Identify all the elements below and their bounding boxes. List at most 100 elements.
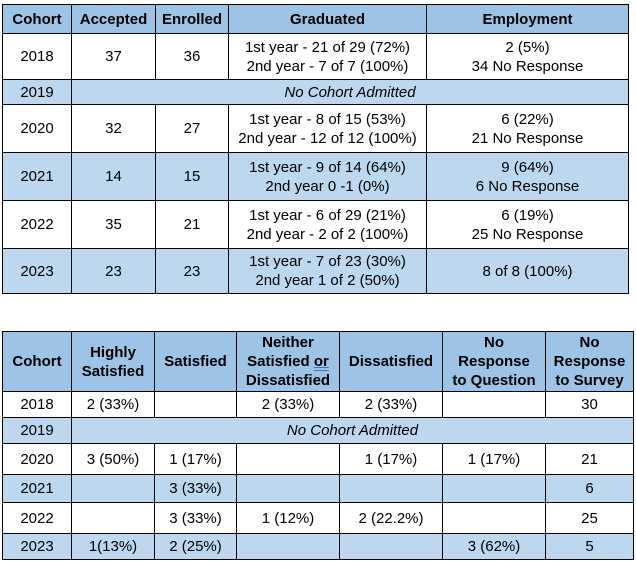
cell-neither [236,533,340,560]
grad-line-2: 2nd year 0 -1 (0%) [265,177,390,195]
col-header-no-response-survey: No Response to Survey [545,331,634,392]
cell-neither: 2 (33%) [236,391,340,418]
header-line: Response [458,353,530,370]
cell-neither [236,443,340,475]
header-line: Satisfied or [237,352,339,371]
table-row: 2019 No Cohort Admitted [2,417,634,444]
table-row: 2018 2 (33%) 2 (33%) 2 (33%) 30 [2,391,634,418]
cell-highly: 3 (50%) [71,443,155,475]
emp-line-1: 6 (22%) [501,110,554,128]
cell-highly [71,502,155,534]
col-header-cohort: Cohort [2,4,72,34]
col-header-cohort: Cohort [2,331,72,392]
cell-cohort: 2023 [2,533,72,560]
cell-graduated: 1st year - 7 of 23 (30%) 2nd year 1 of 2… [228,248,427,294]
cell-accepted: 37 [71,33,156,80]
cell-satisfied: 3 (33%) [154,474,237,503]
col-header-dissatisfied: Dissatisfied [339,331,443,392]
cell-dissatisfied [339,474,443,503]
emp-line-1: 6 (19%) [501,206,554,224]
cell-enrolled: 36 [155,33,229,80]
col-header-employment: Employment [426,4,629,34]
table-row: 2018 37 36 1st year - 21 of 29 (72%) 2nd… [2,33,629,80]
grad-line-2: 2nd year 1 of 2 (50%) [255,272,400,289]
cell-cohort: 2018 [2,391,72,418]
cell-highly: 2 (33%) [71,391,155,418]
cell-neither: 1 (12%) [236,502,340,534]
col-header-accepted: Accepted [71,4,156,34]
cell-cohort: 2019 [2,417,72,444]
cell-highly [71,474,155,503]
header-line: No [484,334,504,351]
table-row: 2020 32 27 1st year - 8 of 15 (53%) 2nd … [2,104,629,153]
cell-highly: 1(13%) [71,533,155,560]
table-row: 2022 3 (33%) 1 (12%) 2 (22.2%) 25 [2,502,634,534]
cell-nrq: 3 (62%) [442,533,546,560]
cell-dissatisfied: 2 (33%) [339,391,443,418]
col-header-neither: Neither Satisfied or Dissatisfied [236,331,340,392]
grad-line-1: 1st year - 9 of 14 (64%) [249,158,406,176]
graduation-employment-table: Cohort Accepted Enrolled Graduated Emplo… [2,4,629,294]
emp-line-1: 2 (5%) [505,38,550,56]
header-line: Highly [90,343,136,361]
cell-no-cohort-note: No Cohort Admitted [71,417,634,444]
header-line: to Survey [555,372,624,389]
cell-employment: 6 (22%) 21 No Response [426,104,629,153]
grad-line-1: 1st year - 7 of 23 (30%) [249,253,406,270]
header-row: Cohort Highly Satisfied Satisfied Neithe… [2,331,634,392]
cell-nrq [442,502,546,534]
cell-satisfied: 1 (17%) [154,443,237,475]
cell-nrs: 6 [545,474,634,503]
cell-enrolled: 15 [155,152,229,201]
cell-nrq: 1 (17%) [442,443,546,475]
cell-accepted: 32 [71,104,156,153]
col-header-highly-satisfied: Highly Satisfied [71,331,155,392]
cell-accepted: 23 [71,248,156,294]
header-line: Satisfied [81,362,145,380]
cell-employment: 9 (64%) 6 No Response [426,152,629,201]
table-row: 2019 No Cohort Admitted [2,79,629,105]
cell-graduated: 1st year - 21 of 29 (72%) 2nd year - 7 o… [228,33,427,80]
cell-cohort: 2019 [2,79,72,105]
grad-line-1: 1st year - 6 of 29 (21%) [249,206,406,224]
cell-satisfied: 3 (33%) [154,502,237,534]
cell-dissatisfied: 1 (17%) [339,443,443,475]
table-row: 2021 3 (33%) 6 [2,474,634,503]
header-line: Neither [262,334,314,351]
emp-line-2: 6 No Response [475,177,580,195]
cell-no-cohort-note: No Cohort Admitted [71,79,629,105]
grad-line-2: 2nd year - 2 of 2 (100%) [246,225,409,243]
header-line: No [579,334,600,351]
header-word: Satisfied [247,353,310,370]
emp-line-2: 25 No Response [471,225,584,243]
table-row: 2023 1(13%) 2 (25%) 3 (62%) 5 [2,533,634,560]
cell-dissatisfied: 2 (22.2%) [339,502,443,534]
cell-nrq [442,391,546,418]
cell-cohort: 2020 [2,104,72,153]
cell-cohort: 2021 [2,152,72,201]
cell-enrolled: 21 [155,200,229,249]
header-line: Response [553,353,626,370]
emp-line-2: 34 No Response [471,57,584,75]
grad-line-1: 1st year - 8 of 15 (53%) [249,110,406,128]
table-row: 2022 35 21 1st year - 6 of 29 (21%) 2nd … [2,200,629,249]
cell-neither [236,474,340,503]
cell-nrs: 25 [545,502,634,534]
cell-satisfied [154,391,237,418]
cell-satisfied: 2 (25%) [154,533,237,560]
cell-cohort: 2023 [2,248,72,294]
header-line: Dissatisfied [245,372,331,389]
cell-accepted: 35 [71,200,156,249]
cell-employment: 6 (19%) 25 No Response [426,200,629,249]
header-row: Cohort Accepted Enrolled Graduated Emplo… [2,4,629,34]
col-header-no-response-question: No Response to Question [442,331,546,392]
cell-nrs: 21 [545,443,634,475]
cell-employment: 2 (5%) 34 No Response [426,33,629,80]
table-row: 2021 14 15 1st year - 9 of 14 (64%) 2nd … [2,152,629,201]
emp-line-1: 9 (64%) [501,158,554,176]
cell-enrolled: 27 [155,104,229,153]
emp-line-2: 21 No Response [471,129,584,147]
cell-cohort: 2018 [2,33,72,80]
col-header-graduated: Graduated [228,4,427,34]
table-row: 2023 23 23 1st year - 7 of 23 (30%) 2nd … [2,248,629,294]
